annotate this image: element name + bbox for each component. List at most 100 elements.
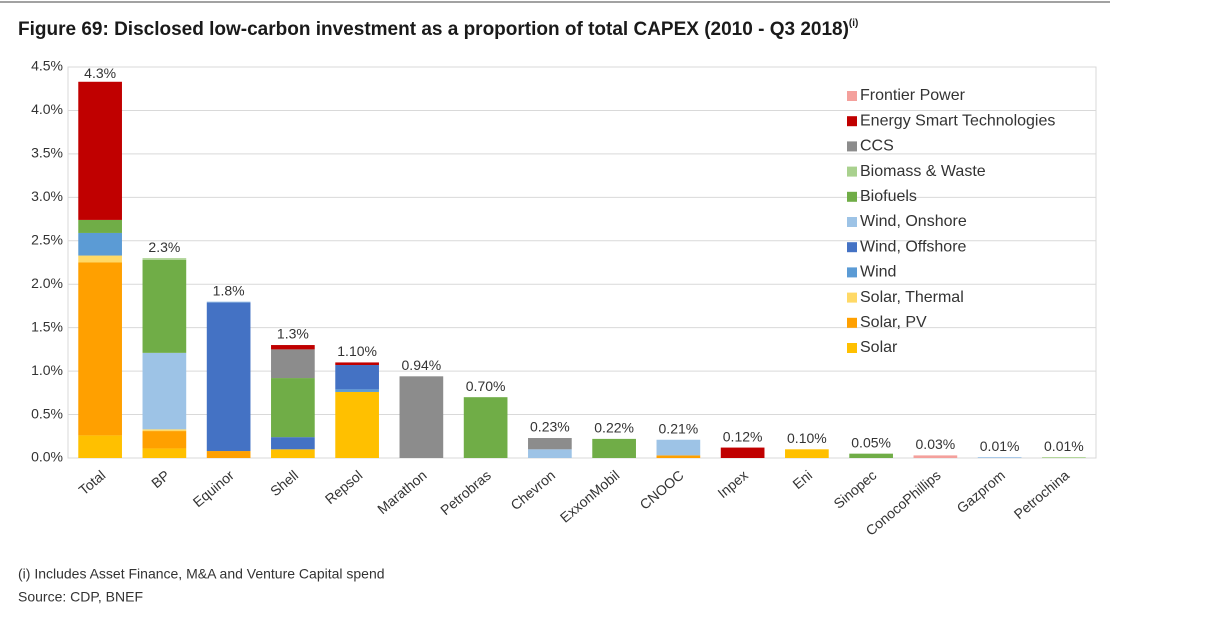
legend-swatch bbox=[847, 141, 857, 152]
legend-swatch bbox=[847, 242, 857, 253]
bar-segment bbox=[592, 438, 636, 458]
total-label: 0.01% bbox=[1044, 438, 1084, 454]
legend-swatch bbox=[847, 292, 857, 303]
bar-segment bbox=[528, 449, 572, 458]
total-label: 0.01% bbox=[980, 438, 1020, 454]
x-tick-label: Chevron bbox=[507, 467, 558, 513]
bar-segment bbox=[656, 455, 701, 458]
bar-segment bbox=[78, 262, 122, 436]
legend-swatch bbox=[847, 317, 857, 328]
y-tick-label: 1.0% bbox=[31, 362, 63, 378]
y-tick-label: 3.0% bbox=[31, 188, 63, 204]
bar-segment bbox=[335, 365, 379, 390]
y-tick-label: 0.5% bbox=[31, 405, 63, 421]
bar-segment bbox=[335, 391, 379, 458]
total-label: 0.10% bbox=[787, 430, 827, 446]
total-label: 1.8% bbox=[213, 282, 245, 298]
source: Source: CDP, BNEF bbox=[18, 589, 143, 605]
bar-segment bbox=[78, 255, 122, 263]
bar-segment bbox=[913, 455, 958, 458]
total-label: 4.3% bbox=[84, 65, 116, 81]
y-tick-label: 4.5% bbox=[31, 58, 63, 74]
total-label: 1.10% bbox=[337, 343, 377, 359]
legend-label: Wind, Onshore bbox=[860, 213, 967, 230]
total-label: 1.3% bbox=[277, 326, 309, 342]
x-tick-label: CNOOC bbox=[636, 467, 686, 513]
bar-segment bbox=[335, 389, 379, 392]
chart-title: Figure 69: Disclosed low-carbon investme… bbox=[18, 18, 858, 40]
bar-segment bbox=[142, 448, 187, 458]
total-label: 0.12% bbox=[723, 428, 763, 444]
legend-swatch bbox=[847, 343, 857, 353]
bar-segment bbox=[78, 81, 122, 220]
total-label: 0.23% bbox=[530, 419, 570, 435]
bar-segment bbox=[78, 219, 122, 233]
total-label: 0.03% bbox=[916, 436, 956, 452]
x-tick-label: Repsol bbox=[322, 467, 366, 507]
bar-segment bbox=[335, 362, 379, 366]
legend-label: Solar bbox=[860, 339, 898, 356]
y-tick-label: 3.5% bbox=[31, 145, 63, 161]
bar-segment bbox=[78, 232, 122, 256]
legend-label: Wind, Offshore bbox=[860, 238, 967, 255]
footnote: (i) Includes Asset Finance, M&A and Vent… bbox=[18, 566, 385, 582]
x-tick-label: Petrochina bbox=[1011, 467, 1073, 522]
bar-segment bbox=[720, 447, 765, 458]
bar-segment bbox=[142, 429, 187, 432]
total-label: 0.21% bbox=[659, 420, 699, 436]
x-tick-label: Eni bbox=[789, 467, 815, 492]
total-label: 0.94% bbox=[402, 357, 442, 373]
x-tick-label: ExxonMobil bbox=[557, 467, 623, 526]
bar-segment bbox=[977, 457, 1022, 458]
x-tick-label: Equinor bbox=[190, 467, 238, 510]
legend-label: Energy Smart Technologies bbox=[860, 112, 1055, 129]
bar-segment bbox=[785, 449, 829, 458]
y-tick-label: 1.5% bbox=[31, 318, 63, 334]
bar-segment bbox=[206, 301, 251, 303]
legend-label: CCS bbox=[860, 138, 894, 155]
bar-segment bbox=[271, 449, 315, 458]
title-note: (i) bbox=[849, 18, 858, 29]
y-tick-label: 2.0% bbox=[31, 275, 63, 291]
legend-swatch bbox=[847, 267, 857, 278]
legend-swatch bbox=[847, 116, 857, 127]
bar-segment bbox=[78, 435, 122, 458]
bar-segment bbox=[528, 438, 572, 450]
total-label: 0.70% bbox=[466, 378, 506, 394]
bar-segment bbox=[271, 345, 315, 350]
total-label: 2.3% bbox=[148, 239, 180, 255]
x-tick-label: Sinopec bbox=[830, 467, 879, 512]
bar-segment bbox=[399, 376, 444, 458]
x-tick-label: Marathon bbox=[374, 467, 430, 517]
legend-label: Biofuels bbox=[860, 188, 917, 205]
legend-swatch bbox=[847, 91, 857, 101]
legend-label: Biomass & Waste bbox=[860, 163, 986, 180]
legend-swatch bbox=[847, 191, 857, 202]
x-tick-label: Gazprom bbox=[954, 467, 1008, 516]
bar-segment bbox=[142, 259, 187, 353]
legend-swatch bbox=[847, 217, 857, 227]
bar-segment bbox=[849, 453, 893, 458]
legend-label: Wind bbox=[860, 264, 896, 281]
title-text: Figure 69: Disclosed low-carbon investme… bbox=[18, 19, 849, 40]
x-tick-label: Petrobras bbox=[437, 467, 494, 518]
y-tick-label: 4.0% bbox=[31, 101, 63, 117]
legend-label: Solar, Thermal bbox=[860, 289, 964, 306]
bar-segment bbox=[463, 397, 508, 458]
x-tick-label: Shell bbox=[267, 467, 301, 499]
total-label: 0.05% bbox=[851, 434, 891, 450]
bar-segment bbox=[271, 378, 315, 438]
bar-segment bbox=[206, 451, 251, 458]
legend-label: Solar, PV bbox=[860, 314, 927, 331]
bar-segment bbox=[271, 349, 315, 379]
x-tick-label: Inpex bbox=[714, 467, 751, 501]
total-label: 0.22% bbox=[594, 420, 634, 436]
legend-swatch bbox=[847, 166, 857, 177]
x-tick-label: Total bbox=[75, 467, 108, 498]
bar-segment bbox=[206, 302, 251, 452]
bar-segment bbox=[1042, 457, 1086, 458]
bar-segment bbox=[142, 431, 187, 449]
bar-segment bbox=[656, 439, 701, 456]
